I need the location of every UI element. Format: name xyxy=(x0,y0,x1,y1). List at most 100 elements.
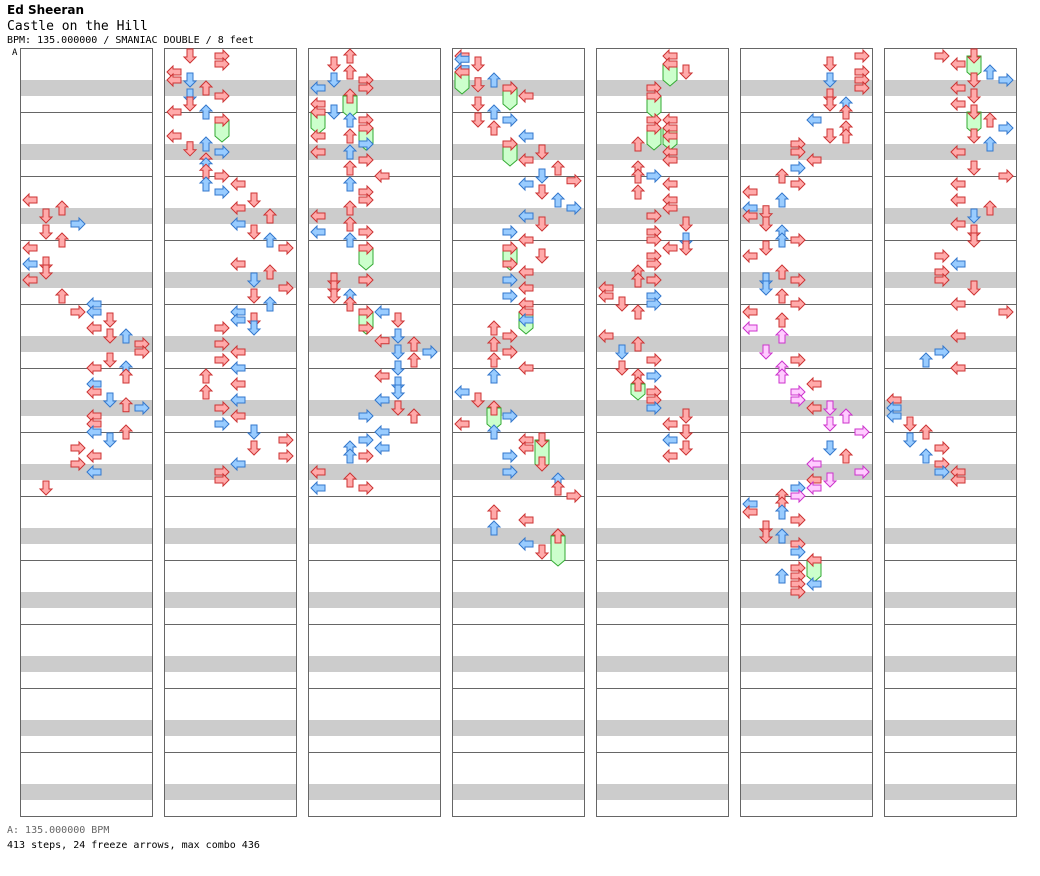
step-arrow-down xyxy=(182,96,198,112)
beat-stripe xyxy=(596,784,728,800)
step-arrow-right xyxy=(502,224,518,240)
step-arrow-down xyxy=(614,344,630,360)
beat-stripe xyxy=(596,720,728,736)
step-arrow-left xyxy=(662,432,678,448)
beat-stripe xyxy=(164,656,296,672)
beat-stripe xyxy=(308,784,440,800)
step-arrow-up xyxy=(342,216,358,232)
step-arrow-left xyxy=(742,496,758,512)
step-arrow-left xyxy=(230,312,246,328)
step-arrow-right xyxy=(358,224,374,240)
step-arrow-down xyxy=(534,184,550,200)
step-arrow-up xyxy=(486,72,502,88)
beat-stripe xyxy=(164,720,296,736)
step-arrow-left xyxy=(230,176,246,192)
step-arrow-down xyxy=(246,424,262,440)
step-arrow-left xyxy=(806,376,822,392)
step-arrow-up xyxy=(198,384,214,400)
step-arrow-right xyxy=(854,424,870,440)
panel-border xyxy=(308,48,441,817)
step-arrow-right xyxy=(646,368,662,384)
step-arrow-right xyxy=(214,144,230,160)
step-arrow-left xyxy=(950,328,966,344)
step-arrow-right xyxy=(934,344,950,360)
step-arrow-down xyxy=(182,72,198,88)
step-arrow-left xyxy=(662,240,678,256)
step-arrow-left xyxy=(950,256,966,272)
beat-stripe xyxy=(884,336,1016,352)
step-arrow-right xyxy=(278,280,294,296)
chart-panel xyxy=(452,48,585,817)
beat-stripe xyxy=(20,592,152,608)
step-arrow-up xyxy=(630,376,646,392)
step-arrow-left xyxy=(86,360,102,376)
step-arrow-right xyxy=(502,464,518,480)
step-arrow-up xyxy=(774,192,790,208)
beat-stripe xyxy=(164,80,296,96)
step-arrow-up xyxy=(54,288,70,304)
step-arrow-down xyxy=(326,72,342,88)
step-arrow-right xyxy=(214,416,230,432)
beat-stripe xyxy=(20,336,152,352)
step-arrow-right xyxy=(358,80,374,96)
step-arrow-left xyxy=(454,416,470,432)
step-arrow-left xyxy=(374,368,390,384)
step-arrow-left xyxy=(22,256,38,272)
step-arrow-right xyxy=(646,400,662,416)
beat-stripe xyxy=(596,656,728,672)
step-arrow-right xyxy=(790,544,806,560)
step-arrow-up xyxy=(342,88,358,104)
beat-stripe xyxy=(20,464,152,480)
step-arrow-left xyxy=(374,168,390,184)
step-arrow-down xyxy=(390,312,406,328)
step-arrow-up xyxy=(630,184,646,200)
bpm-legend: A: 135.000000 BPM xyxy=(7,825,110,836)
step-arrow-left xyxy=(518,176,534,192)
step-arrow-left xyxy=(518,88,534,104)
step-arrow-right xyxy=(278,448,294,464)
step-arrow-down xyxy=(534,168,550,184)
step-arrow-right xyxy=(358,152,374,168)
step-arrow-right xyxy=(358,304,374,320)
step-arrow-right xyxy=(214,112,230,128)
beat-stripe xyxy=(308,144,440,160)
step-arrow-right xyxy=(358,408,374,424)
beat-stripe xyxy=(884,656,1016,672)
step-arrow-left xyxy=(950,56,966,72)
step-arrow-down xyxy=(246,320,262,336)
step-arrow-left xyxy=(374,440,390,456)
step-arrow-left xyxy=(742,208,758,224)
step-arrow-right xyxy=(566,200,582,216)
beat-stripe xyxy=(596,144,728,160)
step-arrow-left xyxy=(950,144,966,160)
step-arrow-up xyxy=(982,200,998,216)
step-arrow-down xyxy=(38,264,54,280)
step-arrow-right xyxy=(934,464,950,480)
beat-stripe xyxy=(884,400,1016,416)
step-arrow-up xyxy=(550,480,566,496)
step-arrow-down xyxy=(246,192,262,208)
step-arrow-right xyxy=(70,304,86,320)
step-arrow-left xyxy=(518,152,534,168)
step-arrow-left xyxy=(310,480,326,496)
step-arrow-right xyxy=(358,112,374,128)
beat-stripe xyxy=(308,336,440,352)
beat-stripe xyxy=(308,656,440,672)
step-arrow-up xyxy=(342,144,358,160)
step-arrow-left xyxy=(518,440,534,456)
step-arrow-up xyxy=(118,368,134,384)
beat-stripe xyxy=(164,784,296,800)
step-arrow-left xyxy=(310,80,326,96)
step-arrow-down xyxy=(246,288,262,304)
step-arrow-left xyxy=(662,112,678,128)
step-arrow-down xyxy=(822,400,838,416)
step-arrow-left xyxy=(374,333,390,349)
chart-info: BPM: 135.000000 / SMANIAC DOUBLE / 8 fee… xyxy=(7,35,254,46)
step-arrow-down xyxy=(38,480,54,496)
step-arrow-up xyxy=(406,336,422,352)
beat-stripe xyxy=(596,208,728,224)
step-arrow-down xyxy=(390,384,406,400)
step-arrow-up xyxy=(262,264,278,280)
step-arrow-up xyxy=(774,504,790,520)
